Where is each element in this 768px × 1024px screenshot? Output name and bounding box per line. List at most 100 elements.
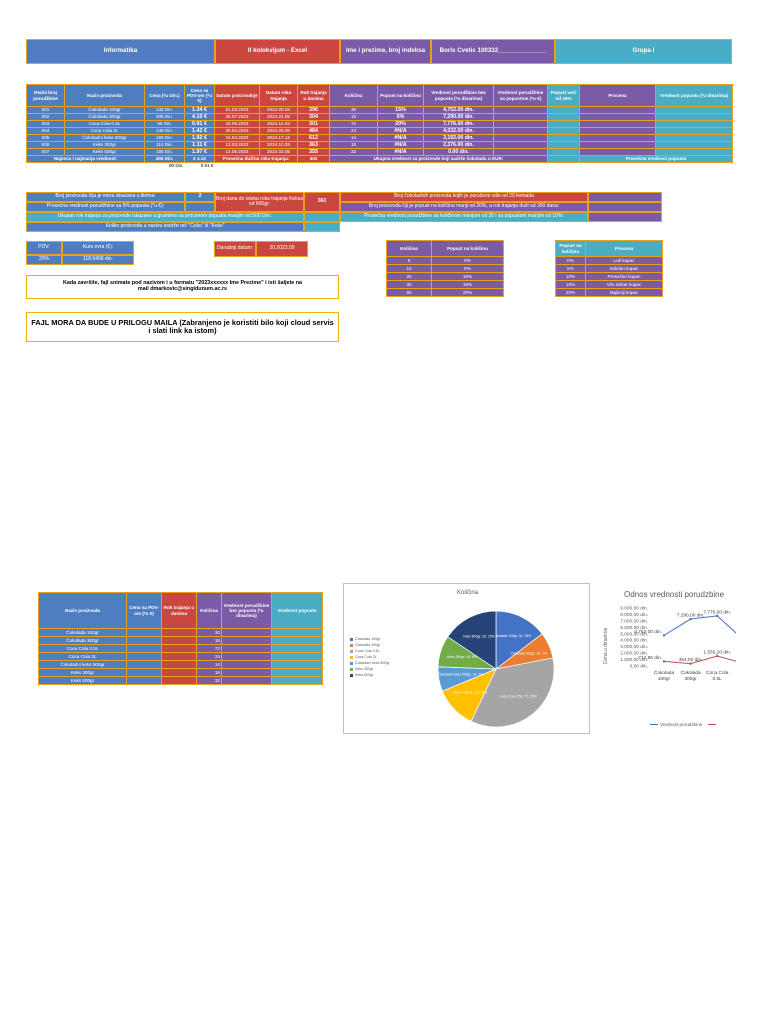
lookup-cell[interactable]: Vrlo dobar kupac — [585, 280, 663, 289]
orders-cell[interactable]: 1.92 € — [184, 134, 215, 142]
orders-cell[interactable]: 7,776.00 din. — [423, 120, 494, 128]
date-value[interactable]: 20.2023.09 — [256, 241, 308, 257]
lookup-cell[interactable]: 0% — [555, 256, 586, 265]
summary-cell[interactable] — [161, 660, 197, 669]
summary-cell[interactable]: 18 — [196, 668, 222, 677]
orders-cell[interactable]: 1.34 € — [184, 106, 215, 114]
orders-cell[interactable]: 405 Din. — [144, 113, 185, 121]
summary-cell[interactable] — [271, 644, 323, 653]
lookup-cell[interactable]: Prosečan kupac — [585, 272, 663, 281]
orders-cell[interactable] — [547, 120, 580, 128]
orders-cell[interactable] — [655, 134, 733, 142]
orders-cell[interactable]: 363 — [297, 141, 330, 149]
query-expiry-value[interactable]: 363 — [304, 192, 340, 212]
summary-cell[interactable] — [221, 676, 272, 685]
summary-cell[interactable]: Keks 600gr — [38, 676, 127, 685]
line-point[interactable] — [662, 634, 666, 637]
orders-cell[interactable] — [493, 127, 548, 135]
summary-cell[interactable]: Čokoladni keks 500gr — [38, 660, 127, 669]
lookup-cell[interactable]: 10 — [386, 264, 432, 273]
summary-cell[interactable] — [271, 628, 323, 637]
orders-cell[interactable]: 003 — [26, 120, 65, 128]
summary-total-value[interactable] — [547, 155, 580, 163]
orders-cell[interactable] — [493, 148, 548, 156]
summary-cell[interactable] — [271, 636, 323, 645]
orders-cell[interactable]: Coca Cola 2L — [64, 127, 145, 135]
orders-cell[interactable]: 15 — [329, 113, 378, 121]
orders-cell[interactable]: 2,376.00 din. — [423, 141, 494, 149]
summary-cell[interactable] — [126, 628, 162, 637]
orders-cell[interactable]: Čokoladni keks 500gr — [64, 134, 145, 142]
pdv-value[interactable]: 20% — [26, 255, 62, 265]
orders-cell[interactable]: 5% — [377, 113, 424, 121]
orders-cell[interactable]: 21.03.2023 — [214, 106, 260, 114]
lookup-cell[interactable]: 0% — [431, 256, 504, 265]
orders-cell[interactable]: 72 — [329, 120, 378, 128]
summary-cell[interactable] — [221, 636, 272, 645]
lookup-cell[interactable]: 15% — [431, 280, 504, 289]
pie-slice[interactable] — [495, 610, 543, 670]
orders-cell[interactable]: #N/A — [377, 127, 424, 135]
summary-cell[interactable] — [271, 668, 323, 677]
orders-cell[interactable]: 0.91 € — [184, 120, 215, 128]
orders-cell[interactable]: 13.03.2023 — [214, 141, 260, 149]
line-series[interactable] — [663, 615, 736, 640]
summary-cell[interactable] — [126, 652, 162, 661]
orders-cell[interactable]: 30.04.2023 — [214, 127, 260, 135]
lookup-cell[interactable]: Najbolji kupac — [585, 288, 663, 297]
orders-cell[interactable]: 001 — [26, 106, 65, 114]
lookup-cell[interactable]: 0 — [386, 256, 432, 265]
orders-cell[interactable]: 18.05.2023 — [214, 120, 260, 128]
orders-cell[interactable]: 24 — [329, 127, 378, 135]
orders-cell[interactable]: 304 — [297, 113, 330, 121]
orders-cell[interactable]: 002 — [26, 113, 65, 121]
orders-cell[interactable] — [547, 148, 580, 156]
orders-cell[interactable]: 30 — [329, 106, 378, 114]
orders-cell[interactable]: 006 — [26, 141, 65, 149]
orders-cell[interactable]: 004 — [26, 127, 65, 135]
summary-cell[interactable] — [221, 668, 272, 677]
orders-cell[interactable]: 2024.03.05 — [259, 148, 298, 156]
orders-cell[interactable]: 20% — [377, 120, 424, 128]
orders-cell[interactable]: 007 — [26, 148, 65, 156]
orders-cell[interactable]: 355 — [297, 148, 330, 156]
orders-cell[interactable]: 1.97 € — [184, 148, 215, 156]
query-avg-5pct-value[interactable] — [185, 202, 215, 212]
query-avg-qty-value[interactable] — [588, 212, 662, 222]
lookup-cell[interactable]: Solidan kupac — [585, 264, 663, 273]
lookup-cell[interactable]: 15% — [555, 280, 586, 289]
orders-cell[interactable]: Čokolada 300gr — [64, 113, 145, 121]
orders-cell[interactable] — [547, 106, 580, 114]
orders-cell[interactable]: Čokolada 100gr — [64, 106, 145, 114]
summary-cell[interactable] — [161, 676, 197, 685]
orders-cell[interactable] — [547, 127, 580, 135]
orders-cell[interactable]: 15.04.2023 — [214, 134, 260, 142]
orders-cell[interactable] — [579, 134, 656, 142]
summary-cell[interactable] — [271, 660, 323, 669]
query-liters-value[interactable]: 2 — [185, 192, 215, 202]
orders-cell[interactable] — [493, 113, 548, 121]
orders-cell[interactable] — [579, 148, 656, 156]
orders-cell[interactable]: 190 Din. — [144, 134, 185, 142]
lookup-cell[interactable]: 5% — [431, 264, 504, 273]
orders-cell[interactable]: 25.07.2023 — [214, 113, 260, 121]
orders-cell[interactable] — [579, 113, 656, 121]
orders-cell[interactable]: Keks 300gr — [64, 141, 145, 149]
lookup-cell[interactable]: 10% — [555, 272, 586, 281]
line-series[interactable] — [663, 655, 736, 665]
summary-cell[interactable]: 15 — [196, 636, 222, 645]
summary-cell[interactable]: 14 — [196, 660, 222, 669]
orders-cell[interactable]: 2024.26.08 — [259, 127, 298, 135]
summary-min-eur[interactable]: 0.91 € — [200, 163, 214, 169]
orders-cell[interactable] — [579, 106, 656, 114]
query-count-value[interactable] — [304, 222, 340, 232]
summary-avg-value[interactable]: 402 — [297, 155, 330, 163]
orders-cell[interactable]: 484 — [297, 127, 330, 135]
orders-cell[interactable] — [655, 106, 733, 114]
pie-slice[interactable] — [447, 610, 497, 670]
orders-cell[interactable] — [655, 127, 733, 135]
summary-cell[interactable] — [221, 652, 272, 661]
orders-cell[interactable] — [655, 141, 733, 149]
orders-cell[interactable]: 4,752.00 din. — [423, 106, 494, 114]
pie-slice[interactable] — [470, 657, 555, 728]
